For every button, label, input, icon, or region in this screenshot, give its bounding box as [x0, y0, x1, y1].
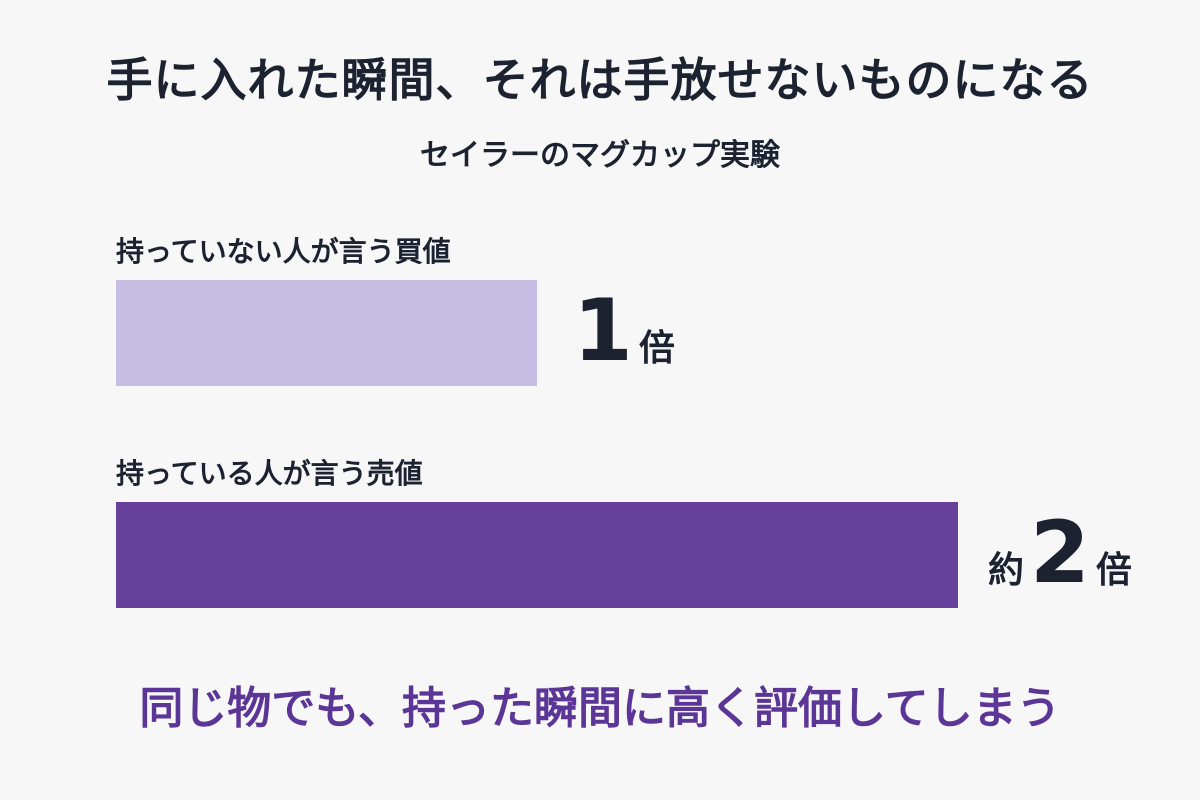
conclusion-text: 同じ物でも、持った瞬間に高く評価してしまう — [139, 683, 1061, 734]
value-suffix: 倍 — [1095, 550, 1132, 591]
bar — [116, 502, 958, 608]
value-suffix: 倍 — [638, 328, 675, 369]
chart-subtitle: セイラーのマグカップ実験 — [420, 138, 780, 173]
bar-category-label: 持っていない人が言う買値 — [116, 235, 451, 268]
bar — [116, 280, 537, 386]
value-number: 1 — [573, 281, 633, 381]
bar-category-label: 持っている人が言う売値 — [116, 457, 423, 490]
value-prefix: 約 — [988, 550, 1025, 591]
chart-title: 手に入れた瞬間、それは手放せないものになる — [106, 53, 1094, 107]
bar-value-label: 約2 倍 — [988, 510, 1132, 596]
value-number: 2 — [1030, 503, 1090, 603]
